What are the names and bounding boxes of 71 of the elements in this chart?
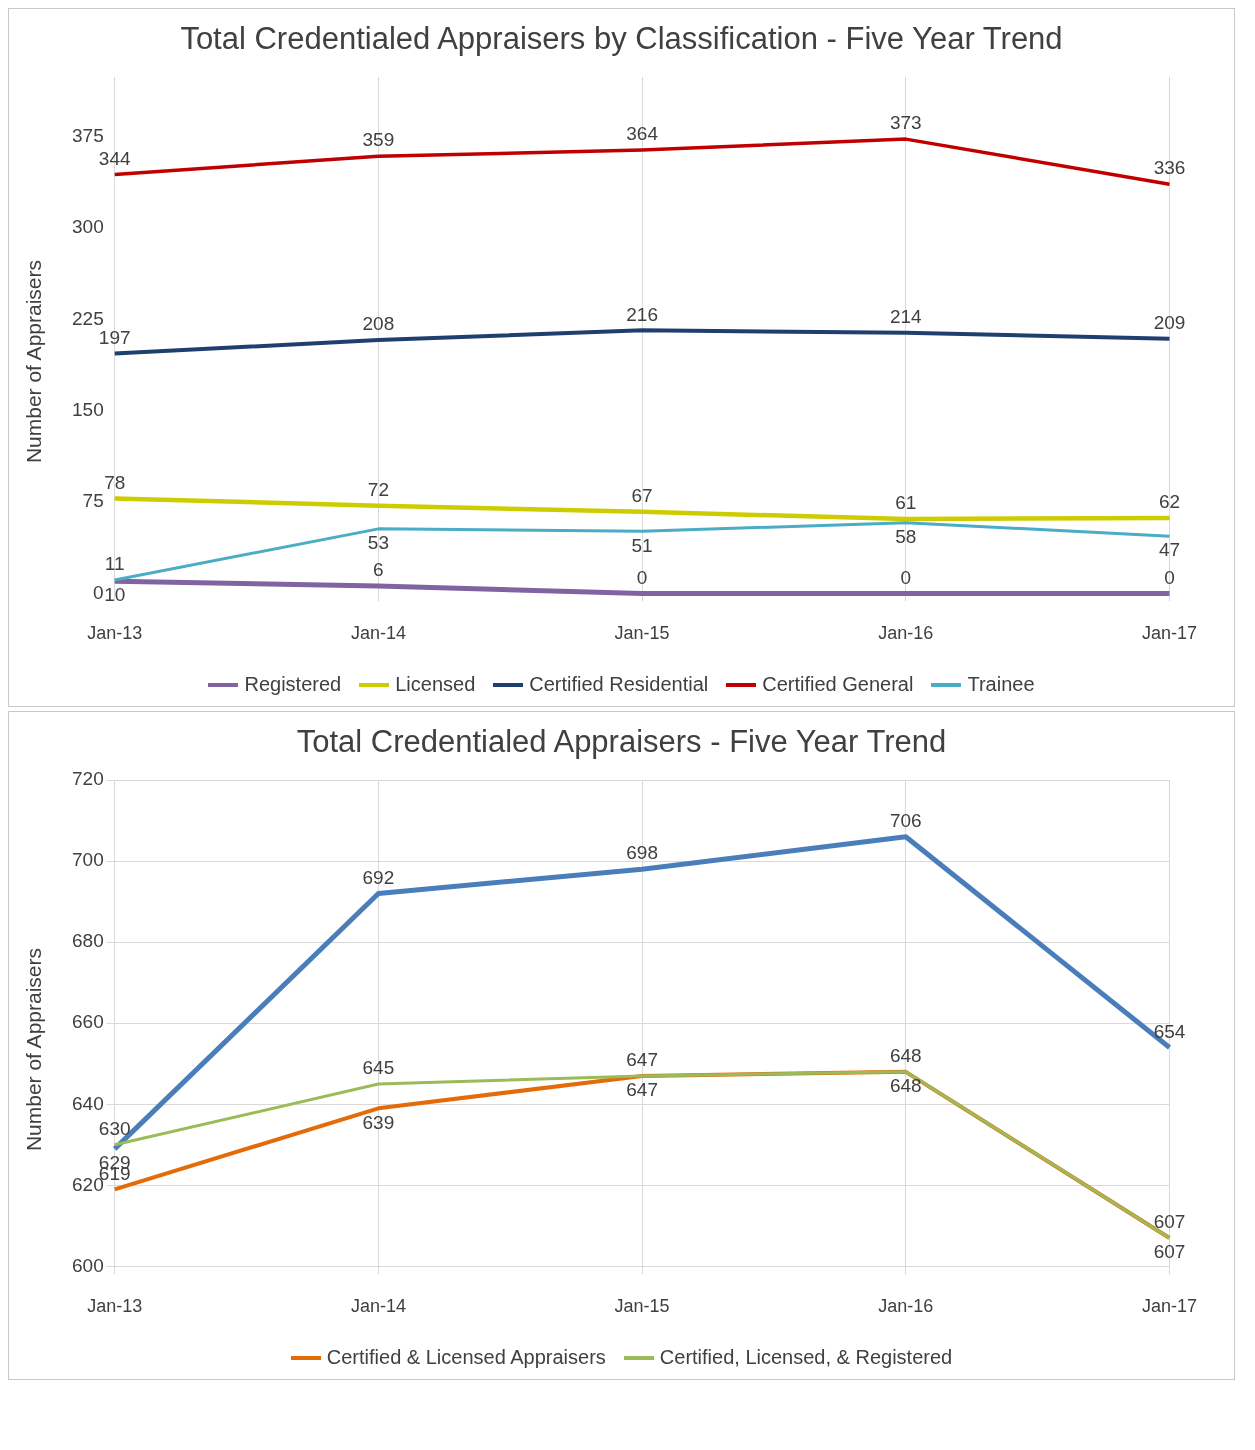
legend-label: Certified & Licensed Appraisers [326,1346,606,1369]
x-tick-label: Jan-13 [87,1296,143,1317]
y-tick-label: 75 [82,490,104,512]
y-tick-label: 720 [72,768,104,790]
y-axis-title: Number of Appraisers [22,260,46,464]
data-label: 58 [895,525,917,547]
data-label: 0 [1164,566,1175,588]
data-label: 359 [362,129,395,151]
data-label: 630 [98,1118,131,1140]
data-label: 344 [98,147,131,169]
data-label: 654 [1153,1020,1186,1042]
data-label: 53 [367,532,389,554]
x-tick-label: Jan-17 [1141,623,1197,644]
x-tick-label: Jan-15 [614,623,670,644]
y-tick-label: 600 [72,1254,104,1276]
data-label: 336 [1153,157,1186,179]
data-label: 72 [367,478,389,500]
data-label: 209 [1153,312,1186,334]
data-label: 698 [626,842,658,864]
x-tick-label: Jan-13 [87,623,143,644]
y-tick-label: 660 [72,1011,104,1033]
data-label: 607 [1153,1211,1186,1233]
data-label: 607 [1153,1241,1186,1263]
data-label: 62 [1158,491,1181,513]
data-label: 692 [362,866,395,888]
chart-title: Total Credentialed Appraisers - Five Year Trend [295,723,948,760]
legend-label: Certified Residential [529,673,709,696]
legend-label: Certified, Licensed, & Registered [659,1346,953,1369]
data-label: 647 [626,1079,658,1101]
y-tick-label: 225 [72,307,104,329]
x-tick-label: Jan-16 [878,1296,934,1317]
x-tick-label: Jan-16 [878,623,934,644]
data-label: 373 [889,112,922,134]
y-tick-label: 0 [93,581,104,603]
data-label: 78 [104,471,126,493]
y-tick-label: 640 [72,1092,104,1114]
legend-label: Certified General [762,673,914,696]
data-label: 214 [889,306,923,327]
data-label: 208 [362,313,395,335]
data-label: 0 [900,566,912,588]
legend-label: Registered [244,673,342,696]
y-tick-label: 375 [72,124,104,146]
legend-label: Licensed [395,673,476,696]
data-label: 706 [889,809,922,831]
data-label: 11 [104,553,125,575]
data-label: 51 [631,534,653,556]
data-label: 67 [631,485,653,507]
chart-title: Total Credentialed Appraisers by Classification - Five Year Trend [179,20,1064,57]
data-label: 648 [889,1045,922,1067]
y-tick-label: 300 [72,216,104,238]
data-label: 6 [373,559,384,581]
data-label: 61 [895,492,917,514]
y-tick-label: 150 [72,398,104,420]
data-label: 197 [98,326,131,348]
data-label: 364 [626,123,659,145]
legend-label: Trainee [967,673,1035,696]
data-label: 216 [626,303,658,325]
y-tick-label: 700 [72,849,104,871]
x-tick-label: Jan-17 [1141,1296,1197,1317]
x-tick-label: Jan-15 [614,1296,670,1317]
data-label: 10 [104,584,126,606]
data-label: 647 [626,1049,658,1071]
x-tick-label: Jan-14 [350,623,406,644]
data-label: 0 [636,566,648,588]
y-axis-title: Number of Appraisers [22,948,46,1152]
y-tick-label: 680 [72,930,104,952]
data-label: 639 [362,1111,395,1133]
data-label: 645 [362,1057,395,1079]
x-tick-label: Jan-14 [350,1296,406,1317]
data-label: 47 [1158,539,1181,561]
data-label: 648 [889,1075,922,1097]
